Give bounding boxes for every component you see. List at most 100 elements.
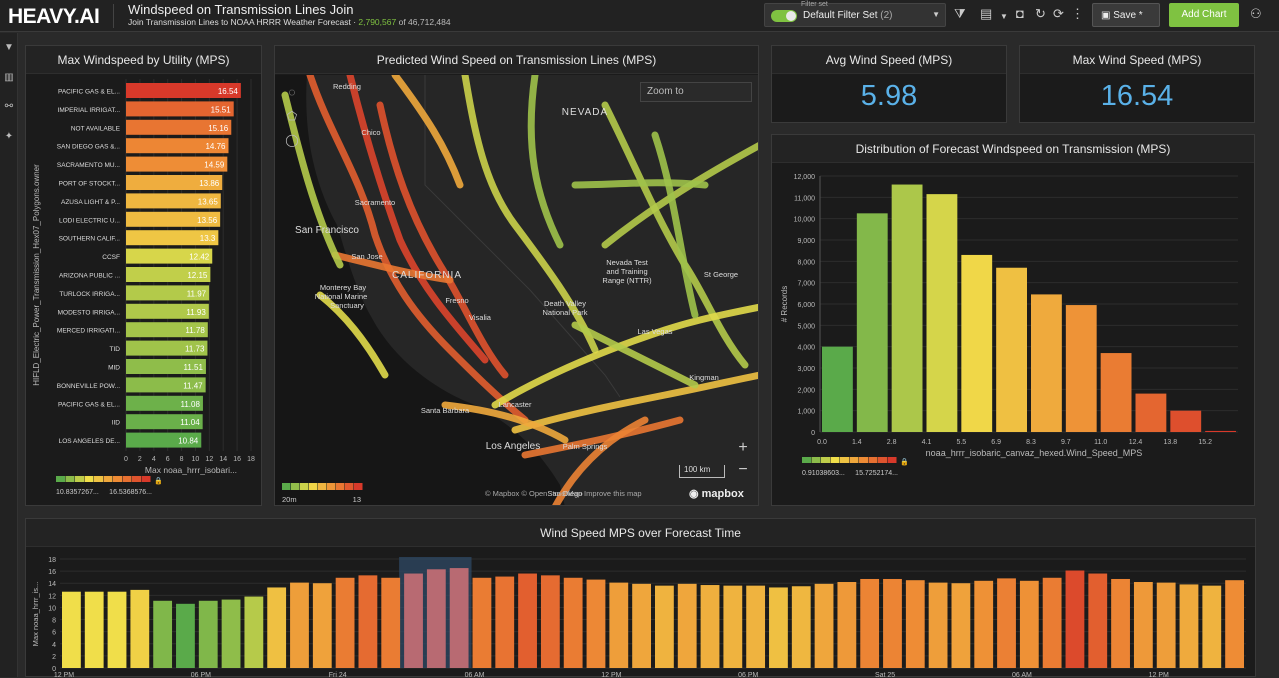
histogram-bar[interactable] [961, 254, 993, 432]
filter-set-selector[interactable]: Filter set Default Filter Set (2) ▼ [764, 1, 946, 27]
histogram-bar[interactable] [822, 346, 853, 432]
bar[interactable] [126, 432, 202, 448]
palette-icon[interactable]: ✦ [4, 131, 14, 142]
histogram-bar[interactable] [1205, 430, 1236, 432]
time-bar[interactable] [609, 582, 629, 668]
time-bar[interactable] [107, 591, 127, 668]
share-icon[interactable]: ⟳ [1053, 6, 1064, 21]
transmission-line[interactable] [571, 321, 699, 389]
transmission-line[interactable] [376, 101, 509, 379]
add-chart-button[interactable]: Add Chart [1169, 3, 1239, 27]
time-bar[interactable] [1225, 580, 1244, 668]
time-bar[interactable] [84, 591, 104, 668]
time-bar[interactable] [472, 577, 492, 668]
bar[interactable] [126, 156, 228, 172]
histogram-bar[interactable] [1170, 410, 1202, 432]
histogram-bar[interactable] [891, 184, 923, 432]
time-bar[interactable] [1042, 577, 1062, 668]
lasso-polygon-icon[interactable]: ⬠ [286, 109, 298, 123]
bar[interactable] [126, 322, 208, 338]
filter-icon[interactable]: ▼ [4, 42, 14, 53]
bar[interactable] [126, 101, 234, 117]
time-bar[interactable] [176, 603, 195, 668]
map-canvas[interactable]: Redding NEVADA Chico Sacramento San Francisc… [275, 75, 759, 506]
transmission-line[interactable] [331, 251, 454, 284]
time-bar[interactable] [928, 582, 948, 668]
bar[interactable] [126, 285, 210, 301]
transmission-line[interactable] [491, 303, 759, 409]
time-bar[interactable] [130, 589, 150, 668]
time-bar[interactable] [267, 587, 287, 668]
zoom-to-input[interactable]: Zoom to [640, 82, 752, 102]
time-bar[interactable] [632, 583, 651, 668]
transmission-line[interactable] [601, 142, 759, 249]
chart-icon[interactable]: ▥ [4, 72, 14, 83]
time-bar[interactable] [883, 578, 902, 668]
time-bar[interactable] [1179, 584, 1199, 668]
time-bar[interactable] [905, 580, 925, 668]
bar[interactable] [126, 377, 206, 393]
transmission-line[interactable] [281, 91, 344, 269]
bar[interactable] [126, 193, 221, 209]
transmission-line[interactable] [316, 291, 389, 379]
bar[interactable] [126, 395, 203, 411]
time-bar[interactable] [700, 585, 720, 668]
transmission-line[interactable] [651, 131, 699, 319]
time-bar[interactable] [769, 587, 788, 668]
time-bar[interactable] [563, 577, 583, 668]
lasso-circle-icon[interactable]: ◌ [288, 85, 296, 99]
link-icon[interactable]: ⚯ [4, 101, 14, 112]
bar[interactable] [126, 248, 213, 264]
time-bar[interactable] [655, 585, 674, 668]
transmission-line[interactable] [461, 75, 599, 354]
bar[interactable] [126, 340, 208, 356]
heavyai-logo[interactable]: HEAVY.AI [8, 5, 100, 28]
time-bar[interactable] [791, 586, 811, 668]
time-bar[interactable] [1133, 582, 1153, 668]
time-bar[interactable] [244, 596, 264, 668]
time-bar[interactable] [1088, 573, 1108, 668]
utility-bar-chart[interactable]: 0 2 4 6 8 10 12 14 16 18 16.54 PACIFIC GAS & EL... 1… [26, 75, 263, 507]
transmission-line[interactable] [527, 75, 564, 249]
save-button[interactable]: ▣ Save * [1092, 3, 1160, 27]
time-bar[interactable] [1156, 582, 1176, 668]
time-bar[interactable] [153, 600, 173, 668]
time-bar-chart[interactable]: 0 2 4 6 8 10 12 14 16 18 Max noaa_hrrr_is... 12 PM 0… [26, 548, 1257, 678]
transmission-line[interactable] [306, 75, 529, 424]
user-icon[interactable]: ⚇ [1250, 6, 1262, 21]
refresh-icon[interactable]: ↻ [1035, 6, 1046, 21]
transmission-line[interactable] [511, 371, 759, 434]
time-bar[interactable] [814, 583, 834, 668]
time-bar[interactable] [290, 582, 309, 668]
lasso-free-icon[interactable]: ◯ [285, 133, 299, 147]
time-bar[interactable] [951, 583, 971, 668]
distribution-histogram[interactable]: 0 1,000 2,000 3,000 4,000 5,000 6,000 7,000 8,00… [772, 164, 1256, 507]
bar[interactable] [126, 175, 223, 190]
time-bar[interactable] [449, 568, 469, 668]
histogram-bar[interactable] [1100, 353, 1132, 432]
zoom-in-button[interactable]: + [738, 439, 748, 456]
camera-icon[interactable]: ◘ [1016, 6, 1024, 21]
time-bar[interactable] [1065, 570, 1085, 668]
histogram-bar[interactable] [856, 213, 888, 432]
bar[interactable] [126, 138, 229, 154]
time-bar[interactable] [997, 578, 1016, 668]
histogram-bar[interactable] [1031, 294, 1062, 432]
time-bar[interactable] [837, 582, 857, 668]
bar[interactable] [126, 119, 232, 135]
bar[interactable] [126, 211, 221, 227]
mapbox-logo[interactable]: ◉ mapbox [689, 487, 744, 500]
transmission-line[interactable] [571, 179, 709, 189]
transmission-line[interactable] [441, 401, 569, 444]
clear-filter-icon[interactable]: ⧩ [954, 6, 966, 21]
time-bar[interactable] [723, 585, 743, 668]
bar[interactable] [126, 230, 219, 246]
map-color-legend[interactable]: 20m 13 [281, 481, 371, 505]
time-bar[interactable] [540, 575, 560, 668]
bar[interactable] [126, 303, 209, 319]
time-bar[interactable] [746, 585, 766, 668]
bar[interactable] [126, 359, 206, 374]
time-bar[interactable] [586, 579, 606, 668]
time-bar[interactable] [381, 577, 401, 668]
time-bar[interactable] [1111, 578, 1130, 668]
